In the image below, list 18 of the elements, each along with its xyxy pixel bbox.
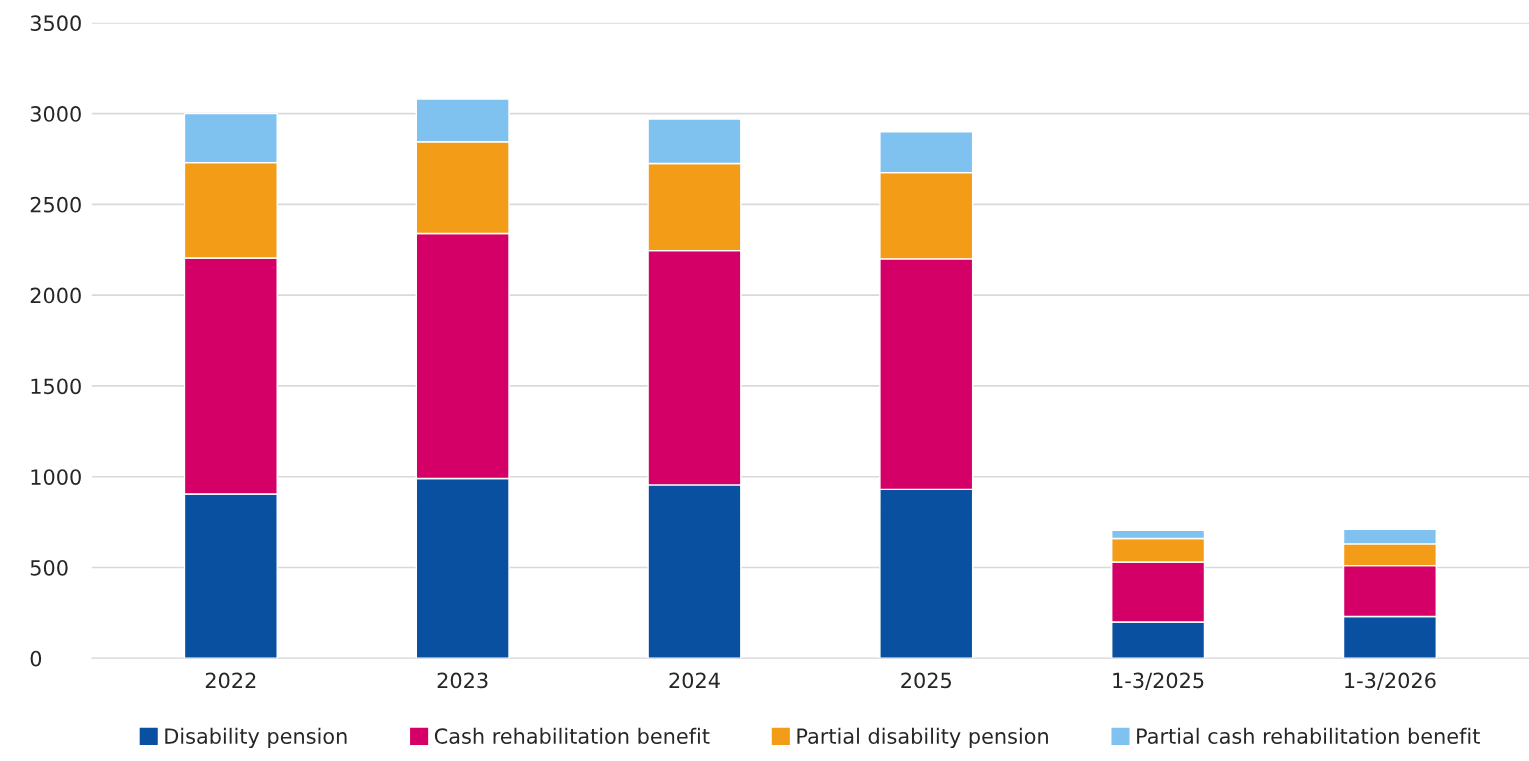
y-tick-label: 0 [30, 650, 42, 667]
y-tick-label: 500 [30, 559, 68, 576]
y-tick-label: 3000 [30, 106, 81, 122]
y-tick-label: 2500 [30, 196, 81, 213]
legend-label: Cash rehabilitation benefit [434, 727, 710, 744]
legend-label: Partial disability pension [797, 727, 1048, 749]
legend-label: Partial cash rehabilitation benefit [1137, 727, 1480, 744]
x-tick-label: 1-3/2026 [1345, 672, 1436, 690]
legend-label: Disability pension [165, 727, 347, 749]
x-tick-label: 2022 [205, 672, 256, 689]
x-tick-label: 2023 [437, 672, 488, 689]
y-tick-label: 1000 [31, 469, 81, 485]
x-tick-label: 2024 [669, 672, 720, 689]
y-tick-label: 2000 [30, 287, 81, 304]
y-tick-label: 1500 [31, 378, 81, 395]
x-tick-label: 2025 [901, 672, 951, 689]
y-tick-label: 3500 [30, 15, 81, 32]
x-tick-label: 1-3/2025 [1113, 672, 1204, 690]
